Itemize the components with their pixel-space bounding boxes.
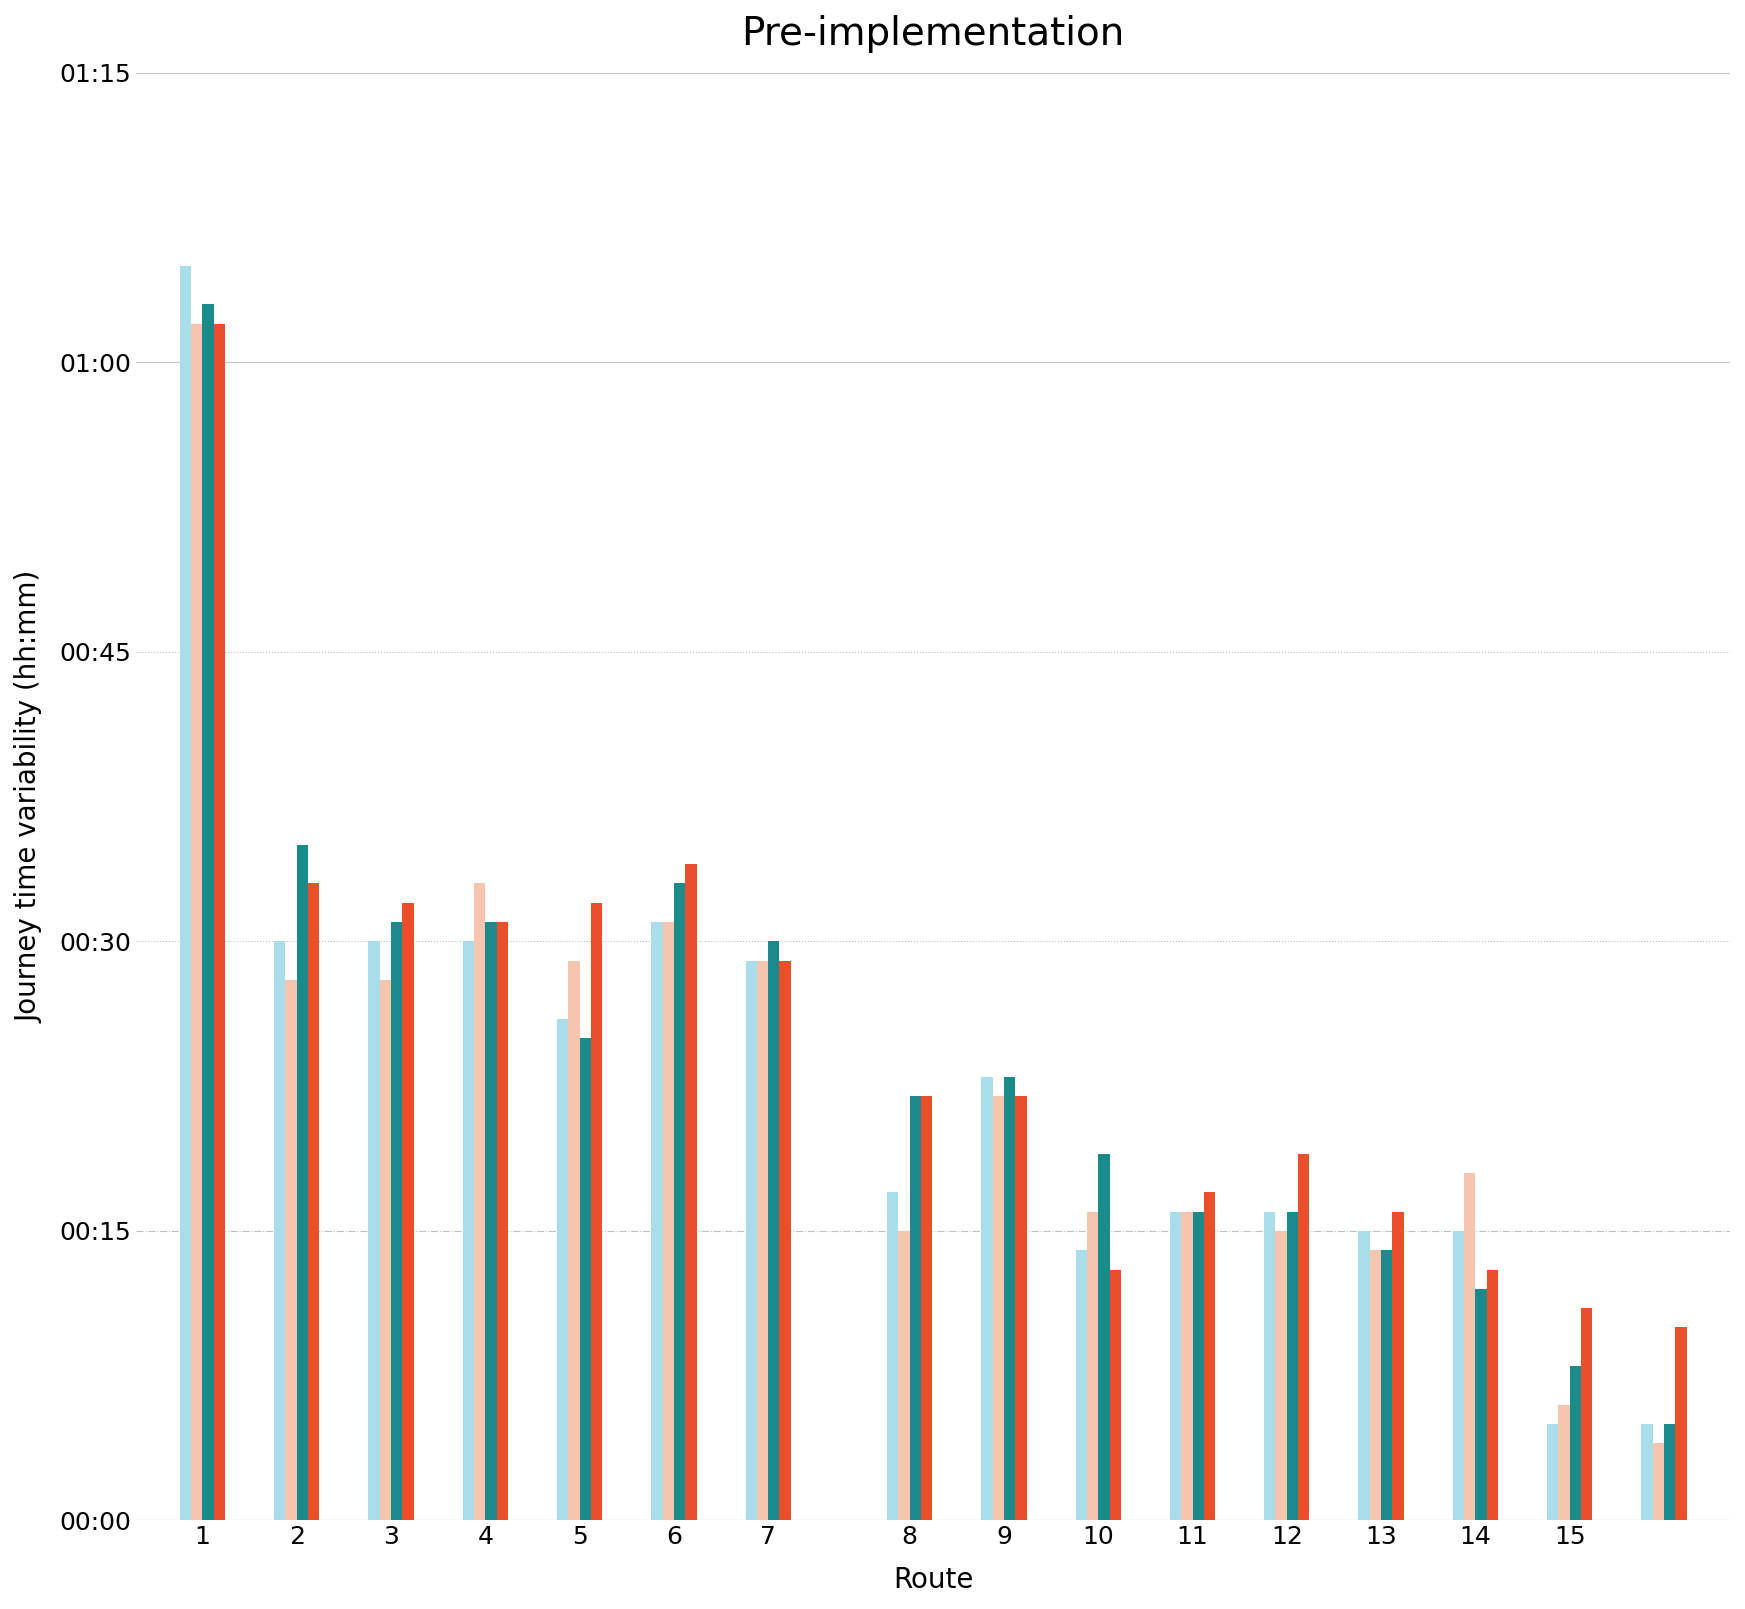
- Bar: [745, 961, 757, 1521]
- Bar: [921, 1096, 932, 1521]
- Bar: [1298, 1154, 1309, 1521]
- Bar: [1370, 1250, 1380, 1521]
- Bar: [1665, 1424, 1675, 1521]
- Bar: [1204, 1192, 1215, 1521]
- Bar: [192, 323, 202, 1521]
- Bar: [1286, 1212, 1298, 1521]
- Bar: [1570, 1366, 1581, 1521]
- Bar: [909, 1096, 921, 1521]
- Bar: [1263, 1212, 1276, 1521]
- Bar: [1358, 1231, 1370, 1521]
- Bar: [1558, 1405, 1570, 1521]
- Y-axis label: Journey time variability (hh:mm): Journey time variability (hh:mm): [16, 571, 44, 1023]
- Bar: [1653, 1443, 1665, 1521]
- Bar: [1075, 1250, 1087, 1521]
- Bar: [1380, 1250, 1393, 1521]
- Bar: [1548, 1424, 1558, 1521]
- Bar: [391, 922, 403, 1521]
- Bar: [403, 903, 414, 1521]
- Bar: [485, 922, 497, 1521]
- Bar: [1454, 1231, 1464, 1521]
- Bar: [899, 1231, 909, 1521]
- Bar: [569, 961, 579, 1521]
- Bar: [462, 941, 475, 1521]
- Bar: [768, 941, 780, 1521]
- Bar: [886, 1192, 899, 1521]
- Bar: [780, 961, 790, 1521]
- Bar: [213, 323, 225, 1521]
- Bar: [592, 903, 602, 1521]
- Bar: [686, 864, 696, 1521]
- Bar: [497, 922, 508, 1521]
- Bar: [309, 883, 319, 1521]
- Bar: [475, 883, 485, 1521]
- Bar: [368, 941, 380, 1521]
- Bar: [1192, 1212, 1204, 1521]
- Bar: [1642, 1424, 1653, 1521]
- Bar: [651, 922, 663, 1521]
- Bar: [579, 1038, 592, 1521]
- Bar: [1087, 1212, 1098, 1521]
- Bar: [1276, 1231, 1286, 1521]
- Bar: [557, 1018, 569, 1521]
- X-axis label: Route: Route: [893, 1566, 974, 1595]
- Bar: [1181, 1212, 1192, 1521]
- Bar: [1476, 1289, 1487, 1521]
- Title: Pre-implementation: Pre-implementation: [742, 14, 1126, 53]
- Bar: [1098, 1154, 1110, 1521]
- Bar: [1016, 1096, 1026, 1521]
- Bar: [1393, 1212, 1403, 1521]
- Bar: [274, 941, 286, 1521]
- Bar: [674, 883, 686, 1521]
- Bar: [1487, 1270, 1497, 1521]
- Bar: [981, 1076, 993, 1521]
- Bar: [663, 922, 674, 1521]
- Bar: [757, 961, 768, 1521]
- Bar: [1003, 1076, 1016, 1521]
- Bar: [1581, 1308, 1593, 1521]
- Bar: [286, 980, 297, 1521]
- Bar: [1464, 1173, 1476, 1521]
- Bar: [180, 265, 192, 1521]
- Bar: [1169, 1212, 1181, 1521]
- Bar: [202, 304, 213, 1521]
- Bar: [380, 980, 391, 1521]
- Bar: [1675, 1327, 1687, 1521]
- Bar: [297, 845, 309, 1521]
- Bar: [1110, 1270, 1120, 1521]
- Bar: [993, 1096, 1003, 1521]
